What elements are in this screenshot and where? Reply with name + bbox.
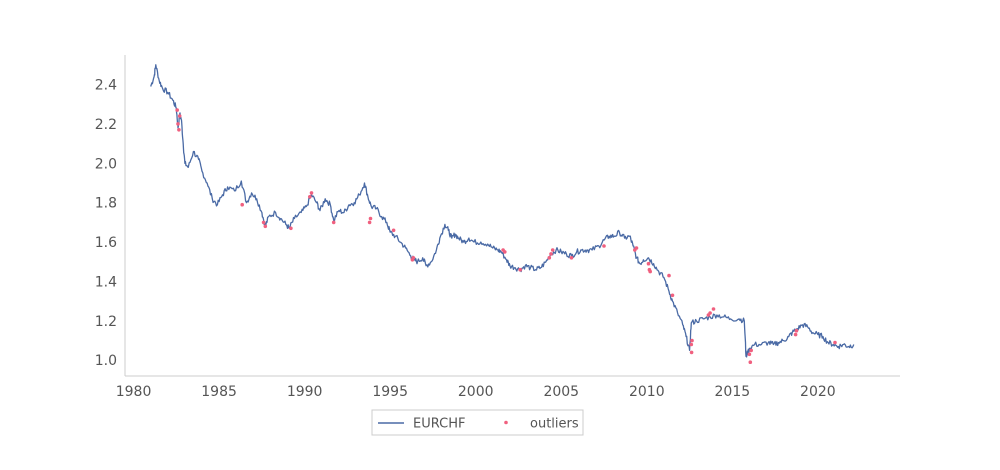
outlier-point — [263, 224, 268, 229]
outlier-point — [602, 244, 606, 248]
x-tick-label: 1990 — [287, 384, 323, 400]
outlier-point — [411, 255, 416, 260]
x-tick-label: 2015 — [715, 384, 751, 400]
legend-outlier-swatch — [504, 420, 508, 425]
outlier-point — [793, 332, 798, 337]
legend: EURCHF outliers — [371, 409, 584, 436]
outlier-point — [648, 269, 652, 274]
outlier-point — [518, 267, 522, 272]
y-tick-label: 1.4 — [95, 274, 117, 290]
x-tick-label: 1985 — [201, 384, 237, 400]
outlier-point — [690, 338, 694, 343]
outlier-point — [646, 261, 651, 266]
outlier-point — [367, 220, 372, 225]
outlier-point — [708, 311, 712, 315]
x-tick-label: 2005 — [543, 384, 579, 400]
outlier-point — [308, 195, 312, 199]
outlier-point — [261, 220, 266, 225]
outlier-point — [240, 202, 244, 207]
eurchf-series-line — [150, 64, 855, 358]
outlier-point — [634, 246, 639, 250]
outlier-point — [748, 360, 753, 365]
outlier-points — [175, 108, 837, 365]
outlier-point — [833, 340, 837, 345]
outlier-point — [569, 255, 574, 260]
plot-area — [150, 64, 855, 365]
outlier-point — [391, 228, 396, 233]
outlier-point — [175, 108, 179, 112]
outlier-point — [549, 252, 553, 256]
outlier-point — [667, 273, 671, 278]
y-tick-label: 2.2 — [95, 117, 117, 133]
legend-box — [371, 409, 584, 436]
outlier-point — [794, 328, 799, 333]
x-tick-label: 1980 — [116, 384, 152, 400]
outlier-point — [689, 342, 694, 347]
outlier-point — [747, 352, 752, 357]
outlier-point — [749, 348, 753, 353]
outlier-point — [689, 350, 694, 355]
y-tick-label: 2.0 — [95, 156, 117, 172]
outlier-point — [177, 114, 182, 118]
y-tick-label: 1.2 — [95, 314, 117, 330]
x-tick-label: 1995 — [372, 384, 408, 400]
y-tick-label: 1.0 — [95, 353, 117, 369]
x-tick-label: 2000 — [458, 384, 494, 400]
legend-label-outliers: outliers — [530, 417, 579, 432]
outlier-point — [550, 248, 555, 252]
outlier-point — [331, 220, 336, 225]
y-tick-label: 1.8 — [95, 196, 117, 212]
y-tick-label: 1.6 — [95, 235, 117, 251]
outlier-point — [368, 216, 373, 221]
outlier-point — [711, 307, 716, 311]
outlier-point — [503, 250, 507, 254]
x-tick-label: 2020 — [800, 384, 836, 400]
y-axis: 1.0 1.2 1.4 1.6 1.8 2.0 2.2 2.4 — [95, 55, 126, 376]
outlier-point — [670, 293, 675, 298]
x-axis: 1980 1985 1990 1995 2000 2005 2010 2015 2020 — [116, 375, 900, 400]
outlier-point — [289, 226, 293, 231]
outlier-point — [177, 128, 181, 132]
y-tick-label: 2.4 — [95, 78, 117, 94]
legend-label-eurchf: EURCHF — [413, 417, 465, 432]
outlier-point — [547, 255, 552, 260]
outlier-point — [176, 122, 180, 126]
x-tick-label: 2010 — [629, 384, 665, 400]
outlier-point — [309, 191, 314, 195]
